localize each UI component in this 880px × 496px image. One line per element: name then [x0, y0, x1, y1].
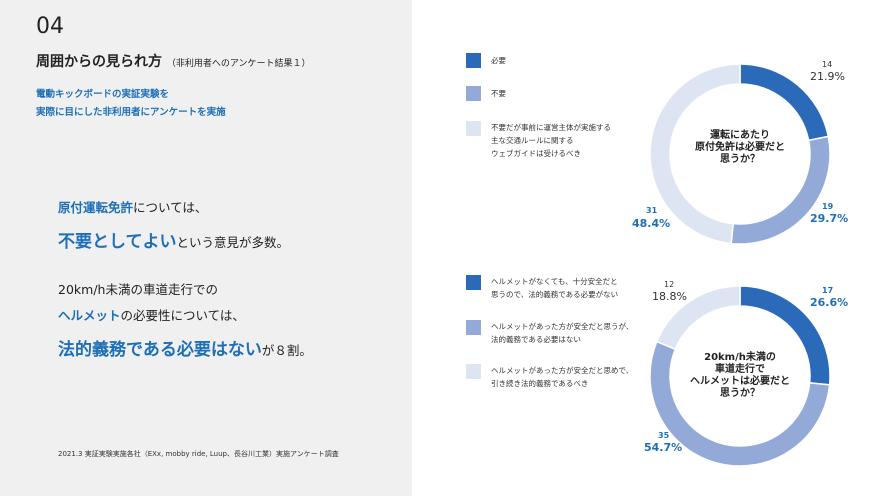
- legend-text-line: 主な交通ルールに関する: [491, 136, 574, 145]
- legend-swatch-1-3: [466, 121, 481, 136]
- footnote: 2021.3 実証実験実施各社（EXx, mobby ride, Luup、長谷…: [58, 450, 339, 458]
- legend-swatch-2-1: [466, 275, 481, 290]
- slice-percent-2-3: 18.8%: [652, 290, 687, 303]
- center-line: ヘルメットは必要だと: [690, 376, 790, 387]
- slice-count-1-2: 19: [822, 202, 834, 211]
- donut-center-text-2: 20km/h未満の 車道走行で ヘルメットは必要だと 思うか？: [670, 352, 810, 400]
- center-line: 運転にあたり: [710, 130, 770, 141]
- donut-chart-helmet: [650, 286, 830, 466]
- center-line: 車道走行で: [715, 364, 765, 375]
- legend-text-line: ヘルメットがあった方が安全だと思うが、: [491, 322, 634, 331]
- slice-percent-1-2: 29.7%: [810, 212, 849, 225]
- legend-swatch-2-3: [466, 364, 481, 379]
- legend-label-2-3: ヘルメットがあった方が安全だと思めで、 引き続き法的義務であるべき: [491, 364, 633, 390]
- slice-count-2-3: 12: [664, 280, 675, 289]
- slice-percent-2-1: 26.6%: [810, 296, 849, 309]
- legend-swatch-1-1: [466, 53, 481, 68]
- msg5-highlight: 法的義務である必要はない: [58, 340, 262, 360]
- helmet-slice-3: [655, 286, 741, 351]
- legend-text-line: ヘルメットがあった方が安全だと思めで、: [491, 366, 634, 375]
- legend-label-2-2: ヘルメットがあった方が安全だと思うが、 法的義務である必要はない: [491, 320, 633, 346]
- legend-label-1-3: 不要だが事前に運営主体が実施する 主な交通ルールに関する ウェブガイドは受けるべ…: [491, 121, 611, 160]
- center-line: 思うか？: [720, 154, 760, 165]
- center-line: 20km/h未満の: [704, 352, 776, 363]
- slice-count-1-3: 31: [646, 206, 658, 215]
- legend-text-line: 法的義務である必要はない: [491, 335, 581, 344]
- legend-text-line: ヘルメットがなくても、十分安全だと: [491, 277, 618, 286]
- helmet-slice-2: [650, 340, 830, 466]
- msg4-rest: の必要性については、: [120, 308, 245, 323]
- message-4: ヘルメットの必要性については、: [58, 305, 245, 324]
- legend-text: 不要: [491, 89, 506, 98]
- message-3: 20km/h未満の車道走行での: [58, 282, 218, 297]
- legend-text-line: 不要だが事前に運営主体が実施する: [491, 123, 611, 132]
- slide-number: 04: [36, 14, 64, 39]
- donut-center-text-1: 運転にあたり 原付免許は必要だと 思うか？: [670, 130, 810, 166]
- legend-swatch-2-2: [466, 320, 481, 335]
- slice-percent-2-2: 54.7%: [644, 441, 683, 454]
- slide-title: 周囲からの見られ方 （非利用者へのアンケート結果１）: [36, 51, 311, 71]
- msg1-rest: については、: [133, 200, 208, 215]
- license-slice-3: [650, 64, 741, 244]
- msg4-highlight: ヘルメット: [58, 308, 121, 323]
- slice-percent-1-3: 48.4%: [632, 217, 671, 230]
- donut-chart-license: [650, 64, 830, 244]
- legend-label-1-1: 必要: [491, 54, 506, 67]
- legend-label-1-2: 不要: [491, 87, 506, 100]
- legend-text-line: 思うので、法的義務である必要がない: [491, 290, 619, 299]
- slice-percent-1-1: 21.9%: [810, 70, 845, 83]
- center-line: 原付免許は必要だと: [695, 142, 785, 153]
- msg2-highlight: 不要としてよい: [58, 232, 177, 252]
- message-5: 法的義務である必要はないが８割。: [58, 335, 312, 360]
- left-panel: 04 周囲からの見られ方 （非利用者へのアンケート結果１） 電動キックボードの実…: [0, 0, 412, 496]
- center-line: 思うか？: [720, 388, 760, 399]
- description-line-1: 電動キックボードの実証実験を: [36, 89, 170, 100]
- message-1: 原付運転免許については、: [58, 197, 207, 216]
- legend-swatch-1-2: [466, 86, 481, 101]
- slice-count-2-1: 17: [822, 286, 834, 295]
- legend-text: 必要: [491, 56, 506, 65]
- slide-title-sub: （非利用者へのアンケート結果１）: [166, 59, 311, 69]
- msg5-rest: が８割。: [261, 343, 312, 358]
- legend-text-line: ウェブガイドは受けるべき: [491, 149, 581, 158]
- legend-text-line: 引き続き法的義務であるべき: [491, 379, 589, 388]
- slice-count-1-1: 14: [822, 60, 833, 69]
- msg1-highlight: 原付運転免許: [58, 200, 134, 215]
- legend-label-2-1: ヘルメットがなくても、十分安全だと 思うので、法的義務である必要がない: [491, 275, 618, 301]
- msg2-rest: という意見が多数。: [176, 235, 290, 250]
- slice-count-2-2: 35: [658, 431, 670, 440]
- slide-title-main: 周囲からの見られ方: [36, 54, 162, 70]
- description-line-2: 実際に目にした非利用者にアンケートを実施: [36, 107, 226, 118]
- message-2: 不要としてよいという意見が多数。: [58, 227, 289, 252]
